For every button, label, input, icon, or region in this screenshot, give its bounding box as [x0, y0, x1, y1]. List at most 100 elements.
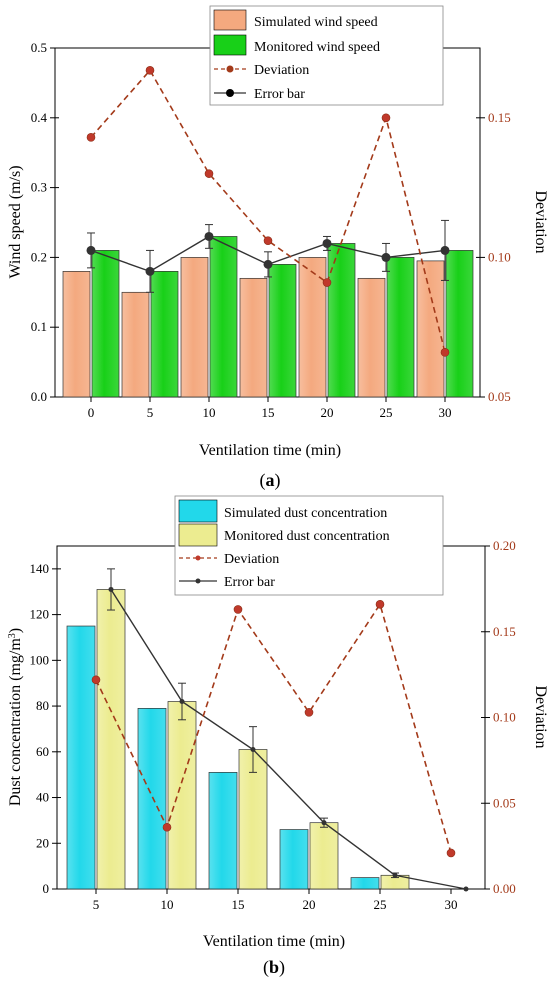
y2-tick-label: 0.05	[488, 389, 511, 404]
y-tick-label: 0	[43, 881, 50, 896]
y-tick-label: 0.0	[31, 389, 47, 404]
panel-b-y-axis-title-main: Dust concentration (mg/m	[7, 638, 24, 807]
bar-simulated	[121, 291, 150, 398]
bar-monitored	[309, 822, 339, 890]
error-bar-point	[86, 245, 96, 255]
legend-marker-deviation	[226, 65, 234, 73]
panel-b-letter: b	[269, 957, 279, 977]
bar-simulated	[137, 708, 167, 890]
bar-monitored	[150, 271, 179, 398]
deviation-point	[375, 600, 385, 609]
panel-b-legend: Simulated dust concentration Monitored d…	[174, 495, 444, 596]
error-bar-point	[322, 238, 332, 248]
panel-a-y-axis-title: Wind speed (m/s)	[7, 165, 24, 278]
bar-monitored	[167, 701, 197, 890]
panel-a-marks	[62, 66, 474, 398]
deviation-point	[381, 113, 391, 123]
bar-monitored	[209, 236, 238, 398]
legend-label-error-bar: Error bar	[224, 575, 275, 590]
y-tick-label: 0.2	[31, 249, 47, 264]
x-tick-label: 10	[203, 405, 216, 420]
y-tick-label: 100	[30, 652, 50, 667]
y-tick-label: 0.3	[31, 180, 47, 195]
deviation-point	[162, 822, 172, 832]
y2-tick-label: 0.20	[493, 538, 516, 553]
error-bar-line	[110, 589, 467, 890]
panel-b-label: (b)	[263, 957, 285, 978]
deviation-point	[86, 133, 96, 142]
panel-a: Simulated wind speed Monitored wind spee…	[7, 5, 549, 491]
y-tick-label: 120	[30, 607, 50, 622]
legend-label-deviation: Deviation	[254, 63, 309, 78]
bar-simulated	[350, 877, 380, 890]
bar-simulated	[208, 772, 238, 890]
deviation-point	[145, 66, 155, 75]
y-tick-label: 140	[30, 561, 50, 576]
panel-b-y2-axis-title: Deviation	[532, 685, 549, 748]
bar-monitored	[445, 250, 474, 398]
panel-a-x-axis-title: Ventilation time (min)	[199, 442, 341, 459]
legend-swatch-monitored-dust	[178, 523, 218, 547]
legend-swatch-monitored-wind	[213, 34, 247, 56]
error-bar-point	[463, 886, 469, 892]
error-bar-point	[250, 747, 256, 753]
panel-a-letter: a	[266, 470, 275, 490]
panel-b-x-axis: 5 10 15 20 25 30	[93, 889, 458, 912]
panel-a-y-axis: 0.0 0.1 0.2 0.3 0.4 0.5	[31, 40, 59, 404]
legend-label-simulated-wind: Simulated wind speed	[254, 15, 378, 30]
x-tick-label: 0	[88, 405, 95, 420]
deviation-point	[233, 605, 243, 614]
legend-label-monitored-wind: Monitored wind speed	[254, 40, 380, 55]
y2-tick-label: 0.15	[488, 110, 511, 125]
legend-marker-error-bar	[226, 89, 234, 97]
deviation-point	[263, 236, 273, 245]
error-bar-point	[381, 252, 391, 262]
y2-tick-label: 0.10	[488, 249, 511, 264]
legend-swatch-simulated-dust	[178, 499, 218, 523]
deviation-point	[91, 675, 101, 685]
legend-marker-deviation	[195, 555, 201, 561]
legend-frame	[174, 495, 444, 596]
panel-b-y-axis-title-sup: 3	[7, 633, 18, 638]
panel-b-y-axis-title-end: )	[7, 628, 24, 633]
deviation-line	[95, 602, 452, 854]
y2-tick-label: 0.15	[493, 624, 516, 639]
error-bar-point	[321, 820, 327, 826]
y2-tick-label: 0.00	[493, 881, 516, 896]
panel-b-x-axis-title: Ventilation time (min)	[203, 933, 345, 950]
x-tick-label: 5	[147, 405, 154, 420]
error-bar-point	[440, 245, 450, 255]
panel-b-marks	[66, 568, 469, 892]
panel-b-y2-axis: 0.00 0.05 0.10 0.15 0.20	[481, 538, 516, 896]
bar-simulated	[180, 257, 209, 398]
error-bar-point	[179, 698, 185, 704]
error-bar-point	[392, 872, 398, 878]
bar-simulated	[62, 271, 91, 398]
y-tick-label: 0.5	[31, 40, 47, 55]
bar-monitored	[96, 589, 126, 890]
panel-b-y-axis: 0 20 40 60 80 100 120 140	[30, 561, 61, 896]
x-tick-label: 25	[374, 897, 387, 912]
panel-a-x-axis: 0 5 10 15 20 25 30	[88, 397, 452, 420]
x-tick-label: 15	[232, 897, 245, 912]
legend-label-simulated-dust: Simulated dust concentration	[224, 506, 387, 521]
x-tick-label: 15	[262, 405, 275, 420]
legend-label-monitored-dust: Monitored dust concentration	[224, 529, 390, 544]
y2-tick-label: 0.10	[493, 710, 516, 725]
deviation-point	[322, 278, 332, 287]
y-tick-label: 0.1	[31, 319, 47, 334]
x-tick-label: 25	[380, 405, 393, 420]
x-tick-label: 20	[303, 897, 316, 912]
error-bar-point	[263, 259, 273, 269]
y-tick-label: 80	[36, 698, 49, 713]
y2-tick-label: 0.05	[493, 795, 516, 810]
y-tick-label: 0.4	[31, 110, 48, 125]
bar-simulated	[239, 277, 268, 398]
deviation-point	[446, 848, 456, 858]
deviation-point	[204, 169, 214, 178]
x-tick-label: 10	[161, 897, 174, 912]
bar-monitored	[91, 250, 120, 398]
bar-simulated	[298, 257, 327, 398]
bar-simulated	[416, 260, 445, 398]
